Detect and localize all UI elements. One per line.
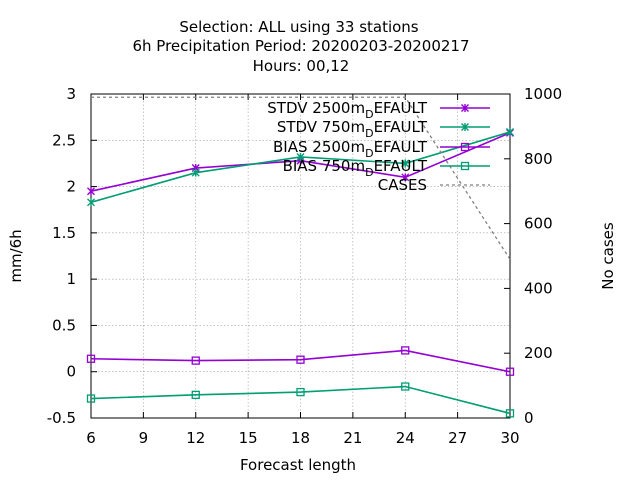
y-tick-label: 2 <box>66 178 76 196</box>
chart-title: Selection: ALL using 33 stations 6h Prec… <box>132 18 469 75</box>
y2-tick-label: 200 <box>524 344 553 362</box>
series-point-marker <box>461 123 469 131</box>
y-axis-label: mm/6h <box>7 229 25 282</box>
x-tick-label: 9 <box>139 429 149 447</box>
series-point-marker <box>506 127 514 136</box>
y-tick-label: 2.5 <box>52 131 76 149</box>
series-point-marker <box>86 394 96 403</box>
series-point-marker <box>191 168 200 177</box>
series-point-marker <box>505 409 515 418</box>
y2-tick-label: 1000 <box>524 85 562 103</box>
legend-entry-0: STDV 2500mDEFAULT <box>267 99 490 121</box>
series-3 <box>86 382 515 418</box>
legend-label-rest: EFAULT <box>374 118 428 136</box>
series-2 <box>86 346 515 376</box>
legend-label-rest: EFAULT <box>374 157 428 175</box>
series-point-marker <box>401 382 410 391</box>
y-tick-label: 0.5 <box>52 316 76 334</box>
legend-label-sub: D <box>365 147 373 160</box>
series-point-marker <box>505 367 515 376</box>
series-point-marker <box>401 159 410 168</box>
x-tick-label: 18 <box>291 429 310 447</box>
y-tick-label: 0 <box>66 363 76 381</box>
x-tick-label: 24 <box>396 429 415 447</box>
y2-tick-label: 800 <box>524 150 553 168</box>
legend-entry-3: BIAS 750mDEFAULT <box>283 157 490 179</box>
x-tick-label: 15 <box>239 429 258 447</box>
x-tick-label: 30 <box>500 429 519 447</box>
y2-tick-label: 600 <box>524 215 553 233</box>
legend-label-name: BIAS 750m <box>283 157 366 175</box>
y-tick-label: 3 <box>66 85 76 103</box>
legend-label-name: STDV 750m <box>277 118 365 136</box>
y2-tick-label: 0 <box>524 409 534 427</box>
series-point-marker <box>296 152 305 161</box>
y2-tick-label: 400 <box>524 279 553 297</box>
title-line-1: Selection: ALL using 33 stations <box>179 18 418 36</box>
series-line <box>90 385 511 415</box>
y2-axis-label: No cases <box>599 222 617 290</box>
x-tick-label: 27 <box>448 429 467 447</box>
series-1 <box>87 127 514 207</box>
series-point-marker <box>296 387 305 397</box>
series-4 <box>91 96 511 260</box>
series-point-marker <box>401 346 410 355</box>
legend-entry-4: CASES <box>378 176 490 194</box>
x-axis-label: Forecast length <box>240 456 356 474</box>
series-point-marker <box>87 187 95 196</box>
legend-entry-1: STDV 750mDEFAULT <box>277 118 490 140</box>
legend-label: CASES <box>378 176 427 194</box>
legend-label-rest: EFAULT <box>374 99 428 117</box>
title-line-2: 6h Precipitation Period: 20200203-202002… <box>132 37 469 55</box>
series-layer <box>86 96 515 418</box>
legend-label-sub: D <box>365 166 373 179</box>
y-tick-label: 1 <box>66 270 76 288</box>
legend-label: BIAS 750mDEFAULT <box>283 157 428 179</box>
legend-label-name: STDV 2500m <box>267 99 365 117</box>
series-point-marker <box>460 161 470 171</box>
series-point-marker <box>296 355 305 364</box>
title-line-3: Hours: 00,12 <box>253 57 350 75</box>
legend-label: BIAS 2500mDEFAULT <box>273 138 428 160</box>
x-tick-label: 6 <box>86 429 96 447</box>
series-point-marker <box>461 104 469 112</box>
x-tick-label: 12 <box>186 429 205 447</box>
axis-ticks: 6 9 12 15 18 21 24 27 30-0.500.511.522.530200400… <box>47 85 562 447</box>
y-tick-label: 1.5 <box>52 224 76 242</box>
legend-label-name: CASES <box>378 176 427 194</box>
series-point-marker <box>191 356 200 365</box>
legend-label-name: BIAS 2500m <box>273 138 365 156</box>
y-tick-label: -0.5 <box>47 409 76 427</box>
series-point-marker <box>460 142 470 152</box>
legend-entry-2: BIAS 2500mDEFAULT <box>273 138 490 160</box>
legend-label: STDV 750mDEFAULT <box>277 118 428 140</box>
series-line <box>91 96 511 260</box>
series-point-marker <box>401 173 410 182</box>
series-line <box>90 349 511 373</box>
legend-label-rest: EFAULT <box>374 138 428 156</box>
legend-label: STDV 2500mDEFAULT <box>267 99 428 121</box>
series-point-marker <box>87 198 95 207</box>
legend-label-sub: D <box>365 127 373 140</box>
series-point-marker <box>191 390 200 400</box>
legend-label-sub: D <box>365 108 373 121</box>
x-tick-label: 21 <box>343 429 362 447</box>
series-point-marker <box>86 354 96 363</box>
